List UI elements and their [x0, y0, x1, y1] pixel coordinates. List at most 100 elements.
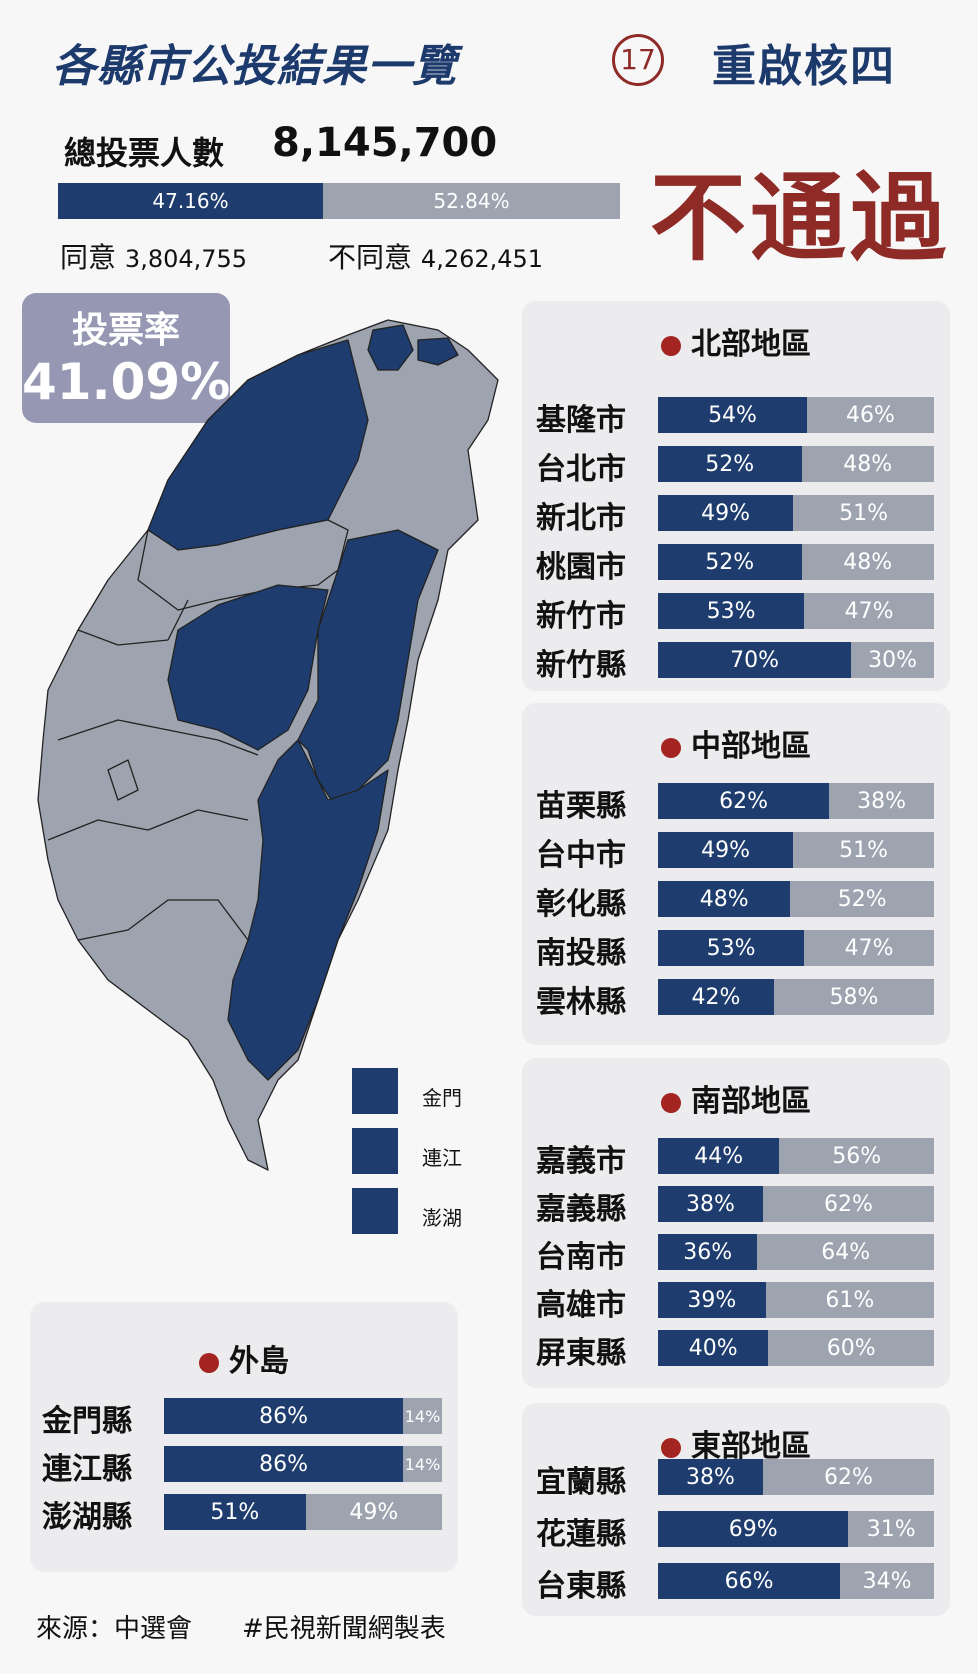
region-row: 台東縣 66% 34% [536, 1563, 934, 1604]
region-name: 嘉義市 [536, 1144, 626, 1179]
disagree-bar-segment: 48% [801, 544, 934, 580]
disagree-bar-segment: 47% [804, 930, 934, 966]
map-region-taitung [227, 739, 389, 1081]
region-row: 南投縣 53% 47% [536, 930, 934, 971]
page-subtitle: 重啟核四 [712, 41, 896, 92]
region-name: 屏東縣 [536, 1336, 626, 1371]
agree-count: 同意 3,804,755 [60, 236, 247, 276]
disagree-bar-segment: 46% [807, 397, 934, 433]
agree-bar-segment: 53% [658, 593, 805, 629]
agree-bar-segment: 52% [658, 544, 802, 580]
panel-east: 東部地區 宜蘭縣 38% 62% 花蓮縣 69% 31% 台東縣 66% 34% [522, 1403, 950, 1616]
agree-bar-segment: 48% [658, 881, 791, 917]
region-name: 新竹市 [536, 599, 626, 634]
map-border-2 [47, 809, 249, 841]
agree-label: 同意 [60, 241, 117, 274]
disagree-bar-segment: 60% [768, 1330, 934, 1366]
map-region-hualien [297, 529, 439, 811]
region-name: 苗栗縣 [536, 789, 626, 824]
map-border-3 [77, 899, 249, 941]
legend-label-lienchiang: 連江 [422, 1146, 462, 1170]
agree-bar-segment: 62% [658, 783, 830, 819]
region-row: 澎湖縣 51% 49% [42, 1494, 442, 1535]
agree-bar-segment: 44% [658, 1138, 780, 1174]
region-name: 彰化縣 [536, 887, 626, 922]
bullet-dot [661, 737, 681, 758]
region-row: 新竹縣 70% 30% [536, 642, 934, 683]
panel-south-head: 南部地區 [522, 1076, 950, 1120]
panel-east-title: 東部地區 [691, 1429, 811, 1464]
region-bar: 62% 38% [658, 783, 934, 819]
region-row: 彰化縣 48% 52% [536, 881, 934, 922]
disagree-bar-segment: 49% [305, 1494, 442, 1530]
map-border-4 [107, 759, 139, 801]
total-voters-value: 8,145,700 [272, 120, 498, 166]
legend-swatch-kinmen [352, 1068, 398, 1114]
agree-bar-segment: 54% [658, 397, 808, 433]
map-border-1 [57, 719, 259, 756]
region-bar: 52% 48% [658, 544, 934, 580]
panel-south-title: 南部地區 [691, 1084, 811, 1119]
disagree-bar-segment: 56% [779, 1138, 934, 1174]
panel-east-head: 東部地區 [522, 1421, 950, 1465]
panel-central-head: 中部地區 [522, 721, 950, 765]
disagree-bar-segment: 61% [765, 1282, 934, 1318]
region-row: 連江縣 86% 14% [42, 1446, 442, 1487]
region-bar: 42% 58% [658, 979, 934, 1015]
disagree-count: 不同意 4,262,451 [328, 236, 543, 276]
disagree-number: 4,262,451 [420, 245, 544, 273]
region-bar: 49% 51% [658, 832, 934, 868]
region-name: 台中市 [536, 838, 626, 873]
disagree-bar-segment: 14% [403, 1446, 442, 1482]
region-name: 花蓮縣 [536, 1517, 626, 1552]
disagree-bar-segment: 64% [757, 1234, 934, 1270]
source-note: 來源：中選會 [36, 1614, 193, 1644]
region-row: 嘉義縣 38% 62% [536, 1186, 934, 1227]
region-bar: 38% 62% [658, 1186, 934, 1222]
region-name: 雲林縣 [536, 985, 626, 1020]
region-name: 新竹縣 [536, 648, 626, 683]
region-row: 宜蘭縣 38% 62% [536, 1459, 934, 1500]
case-number-badge: 17 [612, 34, 664, 86]
disagree-bar-segment: 31% [848, 1511, 934, 1547]
agree-bar-segment: 36% [658, 1234, 758, 1270]
region-bar: 86% 14% [164, 1446, 442, 1482]
region-row: 台南市 36% 64% [536, 1234, 934, 1275]
legend-swatch-penghu [352, 1188, 398, 1234]
disagree-bar-segment: 62% [762, 1459, 934, 1495]
region-row: 苗栗縣 62% 38% [536, 783, 934, 824]
map-region-keelung [417, 337, 459, 366]
credit-note: #民視新聞網製表 [242, 1614, 446, 1644]
region-bar: 44% 56% [658, 1138, 934, 1174]
region-row: 嘉義市 44% 56% [536, 1138, 934, 1179]
region-name: 金門縣 [42, 1404, 132, 1439]
disagree-bar-segment: 48% [801, 446, 934, 482]
region-row: 屏東縣 40% 60% [536, 1330, 934, 1371]
map-border-6 [167, 599, 189, 641]
region-name: 澎湖縣 [42, 1500, 132, 1535]
agree-bar-segment: 42% [658, 979, 774, 1015]
agree-bar-segment: 52% [658, 446, 802, 482]
panel-north-title: 北部地區 [691, 327, 811, 362]
agree-bar-segment: 38% [658, 1459, 763, 1495]
panel-north-head: 北部地區 [522, 319, 950, 363]
overall-agree-segment: 47.16% [58, 183, 324, 219]
region-name: 台北市 [536, 452, 626, 487]
disagree-bar-segment: 38% [829, 783, 934, 819]
region-row: 台中市 49% 51% [536, 832, 934, 873]
region-bar: 70% 30% [658, 642, 934, 678]
legend-label-kinmen: 金門 [422, 1086, 462, 1110]
region-bar: 36% 64% [658, 1234, 934, 1270]
map-region-central [167, 584, 329, 751]
agree-bar-segment: 51% [164, 1494, 306, 1530]
disagree-bar-segment: 51% [793, 495, 934, 531]
panel-south: 南部地區 嘉義市 44% 56% 嘉義縣 38% 62% 台南市 36% 64% 高雄市 39% 61… [522, 1058, 950, 1388]
legend-label-penghu: 澎湖 [422, 1206, 462, 1230]
region-name: 宜蘭縣 [536, 1465, 626, 1500]
panel-islands-title: 外島 [229, 1344, 289, 1379]
agree-bar-segment: 49% [658, 495, 794, 531]
region-bar: 53% 47% [658, 930, 934, 966]
turnout-badge: 投票率 41.09% [22, 293, 230, 423]
region-bar: 39% 61% [658, 1282, 934, 1318]
region-name: 連江縣 [42, 1452, 132, 1487]
